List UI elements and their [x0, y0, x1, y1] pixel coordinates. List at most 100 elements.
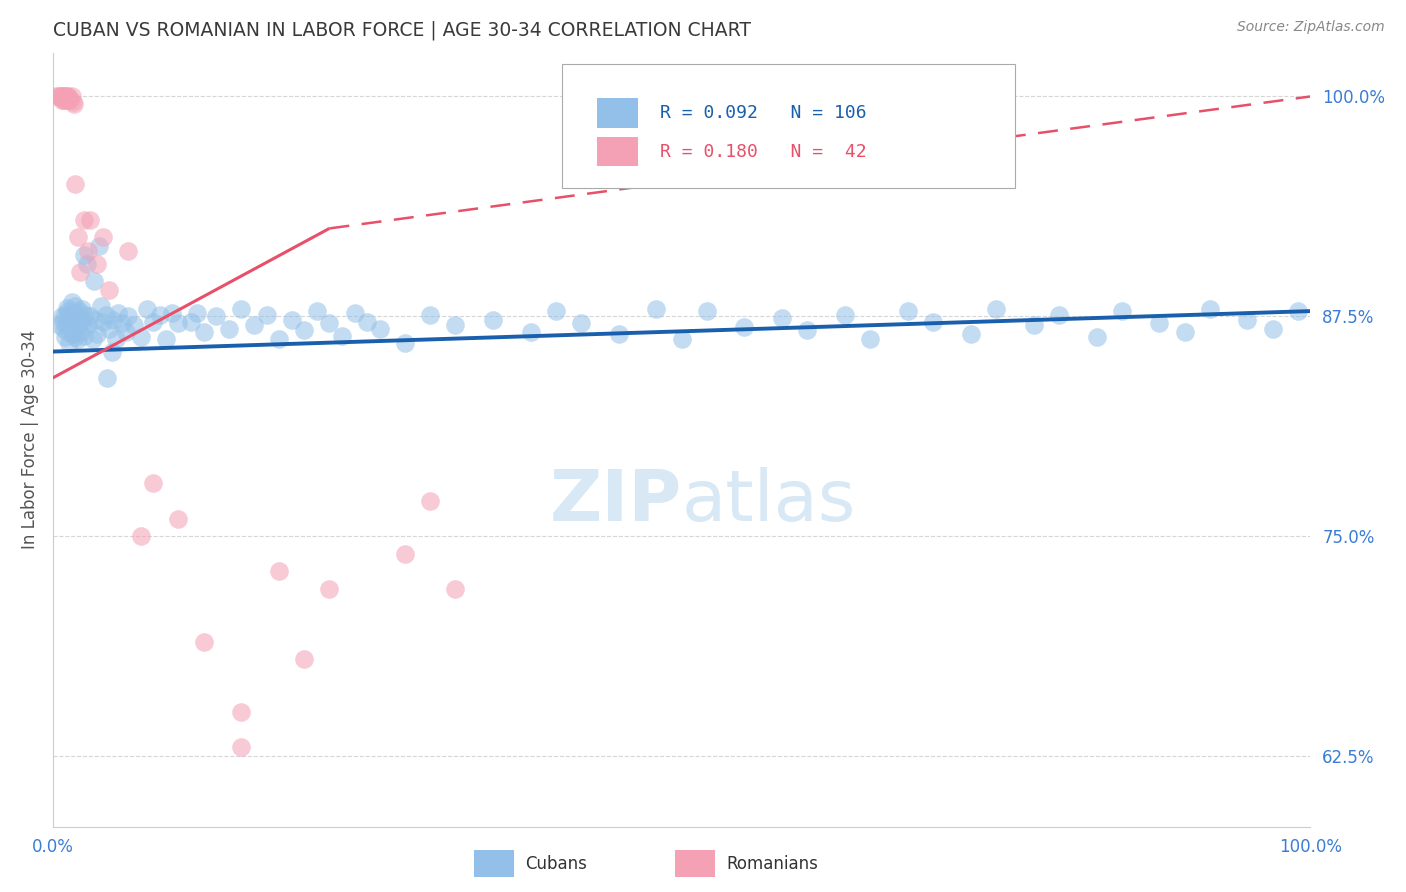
Text: R = 0.092   N = 106: R = 0.092 N = 106: [661, 103, 866, 122]
Point: [62, 95, 84, 109]
Point: [671, 332, 693, 346]
Point: [155, 332, 177, 346]
Point: [55, 301, 77, 315]
Point: [193, 325, 215, 339]
Point: [544, 304, 567, 318]
Point: [73, 248, 96, 262]
Point: [75, 308, 97, 322]
Point: [419, 494, 441, 508]
Bar: [675, 849, 716, 877]
Point: [56, 89, 79, 103]
Point: [53, 308, 76, 322]
Point: [922, 315, 945, 329]
Point: [356, 315, 378, 329]
Point: [52, 93, 75, 107]
Point: [129, 529, 152, 543]
Point: [89, 299, 111, 313]
Point: [58, 335, 80, 350]
Point: [117, 310, 139, 324]
Point: [111, 317, 134, 331]
Point: [318, 582, 340, 596]
Point: [482, 313, 505, 327]
Point: [180, 315, 202, 329]
Point: [77, 244, 100, 259]
Point: [58, 91, 80, 105]
Point: [98, 283, 121, 297]
Point: [1022, 318, 1045, 333]
Point: [91, 230, 114, 244]
Point: [897, 304, 920, 318]
Point: [67, 304, 90, 318]
Point: [205, 310, 228, 324]
Point: [1174, 325, 1197, 339]
Point: [149, 308, 172, 322]
Point: [86, 326, 108, 341]
Point: [55, 89, 77, 103]
Point: [58, 315, 80, 329]
FancyBboxPatch shape: [562, 64, 1015, 188]
Point: [82, 332, 104, 346]
Point: [160, 306, 183, 320]
Point: [645, 302, 668, 317]
Point: [1047, 308, 1070, 322]
Point: [98, 321, 121, 335]
Point: [53, 89, 76, 103]
Point: [114, 325, 136, 339]
Point: [48, 318, 70, 333]
Point: [269, 565, 291, 579]
Point: [1261, 321, 1284, 335]
Point: [53, 321, 76, 335]
Point: [86, 257, 108, 271]
Point: [368, 321, 391, 335]
Point: [53, 93, 76, 107]
Point: [186, 306, 208, 320]
Point: [60, 320, 83, 334]
Point: [48, 89, 70, 103]
Point: [72, 315, 94, 329]
Text: ZIP: ZIP: [550, 467, 682, 536]
Point: [859, 332, 882, 346]
Point: [65, 299, 87, 313]
Point: [89, 239, 111, 253]
Point: [1286, 304, 1309, 318]
Point: [330, 328, 353, 343]
Point: [343, 306, 366, 320]
Point: [49, 89, 72, 103]
Point: [1198, 302, 1220, 317]
Text: atlas: atlas: [682, 467, 856, 536]
Point: [53, 330, 76, 344]
Point: [101, 313, 124, 327]
Point: [65, 310, 87, 324]
Point: [292, 652, 315, 666]
Point: [69, 325, 91, 339]
Point: [1236, 313, 1258, 327]
Point: [59, 93, 82, 107]
Point: [84, 313, 107, 327]
Point: [984, 302, 1007, 317]
Point: [318, 317, 340, 331]
Point: [959, 326, 981, 341]
Text: Source: ZipAtlas.com: Source: ZipAtlas.com: [1237, 20, 1385, 34]
Point: [218, 321, 240, 335]
Point: [53, 89, 76, 103]
Point: [66, 332, 89, 346]
Point: [66, 230, 89, 244]
Point: [231, 740, 253, 755]
Point: [1149, 317, 1171, 331]
Text: Cubans: Cubans: [526, 855, 588, 872]
Point: [1085, 330, 1108, 344]
Point: [69, 313, 91, 327]
Text: CUBAN VS ROMANIAN IN LABOR FORCE | AGE 30-34 CORRELATION CHART: CUBAN VS ROMANIAN IN LABOR FORCE | AGE 3…: [52, 21, 751, 40]
Point: [70, 302, 93, 317]
Point: [53, 91, 76, 105]
Point: [52, 89, 75, 103]
Point: [129, 330, 152, 344]
Point: [59, 310, 82, 324]
Point: [193, 635, 215, 649]
Point: [63, 315, 86, 329]
Point: [607, 326, 630, 341]
Point: [56, 325, 79, 339]
Bar: [598, 136, 637, 166]
Point: [83, 274, 105, 288]
Point: [79, 212, 101, 227]
